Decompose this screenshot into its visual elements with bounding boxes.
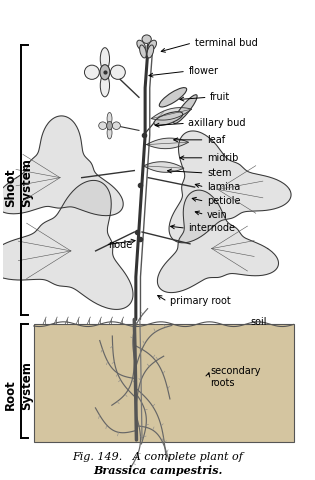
Bar	[34, 324, 294, 443]
Polygon shape	[158, 190, 278, 293]
Text: stem: stem	[207, 168, 232, 178]
Polygon shape	[147, 138, 188, 149]
Text: internode: internode	[188, 223, 235, 233]
Text: Brassica campestris.: Brassica campestris.	[93, 465, 222, 476]
Ellipse shape	[99, 122, 107, 130]
Text: petiole: petiole	[207, 196, 241, 206]
Polygon shape	[151, 108, 192, 120]
Ellipse shape	[147, 45, 154, 58]
Text: axillary bud: axillary bud	[188, 118, 246, 128]
Ellipse shape	[159, 88, 187, 107]
Polygon shape	[169, 131, 291, 243]
Circle shape	[100, 65, 110, 80]
Ellipse shape	[142, 35, 151, 43]
Ellipse shape	[140, 45, 146, 58]
Text: leaf: leaf	[207, 135, 225, 145]
Ellipse shape	[137, 40, 145, 50]
Ellipse shape	[107, 112, 112, 125]
Text: node: node	[108, 240, 132, 250]
Polygon shape	[0, 180, 133, 310]
Text: midrib: midrib	[207, 153, 238, 163]
Ellipse shape	[174, 95, 197, 123]
Ellipse shape	[148, 40, 157, 50]
Text: terminal bud: terminal bud	[195, 38, 257, 48]
Ellipse shape	[111, 65, 125, 79]
Ellipse shape	[112, 122, 120, 130]
Text: vein: vein	[207, 210, 228, 219]
Text: soil: soil	[250, 317, 267, 327]
Ellipse shape	[100, 48, 110, 71]
Ellipse shape	[100, 74, 110, 97]
Polygon shape	[0, 116, 123, 216]
Circle shape	[107, 121, 112, 130]
Text: Shoot
System: Shoot System	[4, 158, 33, 207]
Text: fruit: fruit	[210, 92, 230, 102]
Text: primary root: primary root	[170, 297, 231, 307]
Ellipse shape	[154, 112, 183, 125]
Ellipse shape	[84, 65, 99, 79]
Polygon shape	[144, 162, 184, 172]
Text: lamina: lamina	[207, 182, 240, 192]
Text: flower: flower	[188, 66, 218, 76]
Ellipse shape	[107, 127, 112, 139]
Text: Fig. 149.   A complete plant of: Fig. 149. A complete plant of	[72, 453, 243, 462]
Text: Root
System: Root System	[4, 361, 33, 410]
Text: secondary
roots: secondary roots	[210, 366, 261, 388]
